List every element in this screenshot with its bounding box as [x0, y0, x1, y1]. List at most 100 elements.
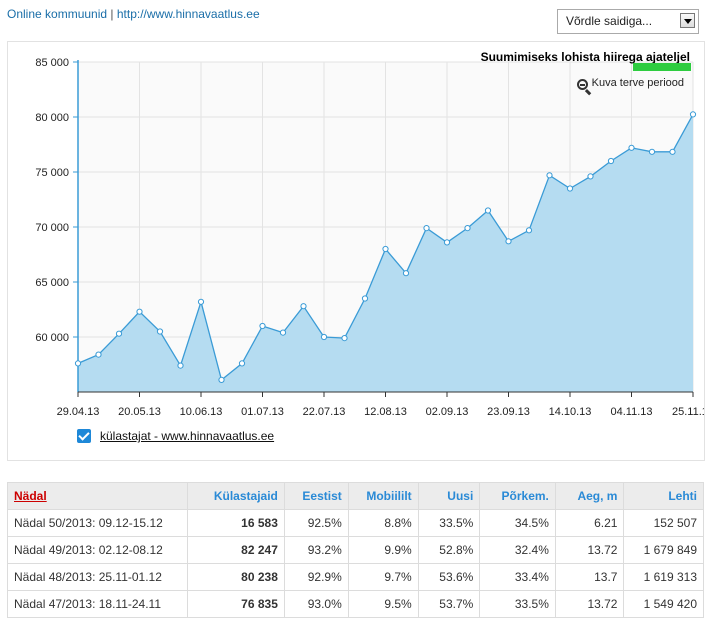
cell-visitors: 82 247: [186, 536, 285, 564]
cell-pages: 1 549 420: [623, 590, 704, 618]
cell-new: 33.5%: [417, 509, 481, 537]
checkbox-checked-icon[interactable]: [77, 429, 91, 443]
y-tick-label: 80 000: [35, 112, 69, 124]
x-tick-label: 14.10.13: [549, 406, 592, 418]
x-tick-label: 22.07.13: [303, 406, 346, 418]
y-tick-label: 65 000: [35, 277, 69, 289]
x-tick-label: 29.04.13: [57, 406, 100, 418]
cell-estonia: 93.2%: [283, 536, 349, 564]
col-estonia[interactable]: Eestist: [283, 482, 349, 510]
data-point: [259, 322, 266, 330]
table-row: Nädal 48/2013: 25.11-01.12 80 238 92.9% 9.7…: [7, 563, 704, 591]
zoom-hint: Suumimiseks lohista hiirega ajateljel: [480, 50, 690, 64]
cell-new: 53.6%: [417, 563, 481, 591]
x-tick-label: 04.11.13: [610, 406, 652, 418]
data-point: [689, 111, 697, 118]
data-point: [464, 225, 471, 232]
y-tick-label: 60 000: [35, 332, 69, 344]
cell-bounce: 33.4%: [479, 563, 556, 591]
cell-new: 52.8%: [417, 536, 481, 564]
y-tick-label: 85 000: [35, 57, 69, 69]
data-point: [423, 225, 430, 232]
data-point: [136, 308, 143, 315]
col-week[interactable]: Nädal: [7, 482, 188, 510]
col-time[interactable]: Aeg, m: [554, 482, 625, 510]
cell-week: Nädal 49/2013: 02.12-08.12: [7, 536, 188, 564]
table-row: Nädal 47/2013: 18.11-24.11 76 835 93.0% 9.5…: [7, 590, 704, 618]
cell-week: Nädal 47/2013: 18.11-24.11: [7, 590, 188, 618]
table-row: Nädal 50/2013: 09.12-15.12 16 583 92.5% 8.8…: [7, 509, 704, 537]
series-area: [78, 114, 693, 392]
chart-panel: 60 000 65 000 70 000 75 000 80 000 85 000 29.0…: [7, 41, 705, 461]
col-mobile[interactable]: Mobiililt: [347, 482, 419, 510]
cell-week: Nädal 50/2013: 09.12-15.12: [7, 509, 188, 537]
table-header-row: Nädal Külastajaid Eestist Mobiililt Uusi…: [7, 482, 704, 510]
cell-pages: 152 507: [623, 509, 704, 537]
data-point: [115, 330, 123, 337]
cell-visitors: 76 835: [186, 590, 285, 618]
data-point: [279, 329, 287, 336]
table-row: Nädal 49/2013: 02.12-08.12 82 247 93.2% 9.9…: [7, 536, 704, 564]
data-point: [628, 144, 635, 151]
legend-label: külastajat - www.hinnavaatlus.ee: [100, 429, 275, 443]
y-tick-label: 75 000: [35, 167, 69, 179]
weekly-stats-table: Nädal Külastajaid Eestist Mobiililt Uusi…: [7, 482, 704, 618]
data-point: [484, 207, 492, 214]
col-bounce[interactable]: Põrkem.: [479, 482, 556, 510]
y-tick-label: 70 000: [35, 222, 69, 234]
show-full-period-button[interactable]: Kuva terve periood: [576, 77, 684, 90]
compare-site-select[interactable]: Võrdle saidiga...: [557, 9, 699, 34]
cell-pages: 1 619 313: [623, 563, 704, 591]
data-point: [546, 172, 553, 179]
data-point: [669, 148, 676, 155]
x-tick-label: 20.05.13: [118, 406, 161, 418]
col-visitors[interactable]: Külastajaid: [186, 482, 285, 510]
data-point: [95, 351, 102, 358]
chevron-down-icon[interactable]: [680, 13, 695, 28]
cell-estonia: 92.5%: [283, 509, 349, 537]
cell-mobile: 9.7%: [347, 563, 419, 591]
data-point: [156, 328, 164, 335]
cell-mobile: 8.8%: [347, 509, 419, 537]
site-link[interactable]: http://www.hinnavaatlus.ee: [116, 7, 260, 21]
chart-legend-item[interactable]: külastajat - www.hinnavaatlus.ee: [77, 429, 274, 443]
data-point: [341, 335, 348, 342]
data-point: [361, 295, 369, 302]
cell-time: 13.72: [554, 590, 625, 618]
cell-mobile: 9.9%: [347, 536, 419, 564]
data-point: [607, 157, 615, 165]
visitors-area-chart[interactable]: 60 000 65 000 70 000 75 000 80 000 85 000 29.0…: [8, 42, 704, 460]
data-point: [587, 173, 594, 180]
cell-time: 13.72: [554, 536, 625, 564]
data-point: [566, 185, 574, 192]
data-point: [525, 227, 533, 234]
data-point: [177, 362, 184, 369]
data-point: [300, 303, 307, 310]
data-point: [443, 239, 451, 246]
cell-new: 53.7%: [417, 590, 481, 618]
x-tick-label: 10.06.13: [180, 406, 223, 418]
col-pages[interactable]: Lehti: [623, 482, 704, 510]
cell-pages: 1 679 849: [623, 536, 704, 564]
community-link[interactable]: Online kommuunid: [7, 7, 108, 21]
cell-time: 6.21: [554, 509, 625, 537]
cell-estonia: 93.0%: [283, 590, 349, 618]
data-point: [402, 270, 410, 277]
zoom-out-icon: [576, 79, 588, 90]
cell-bounce: 33.5%: [479, 590, 556, 618]
compare-site-label: Võrdle saidiga...: [566, 14, 653, 28]
cell-visitors: 80 238: [186, 563, 285, 591]
data-point: [505, 238, 512, 245]
col-new[interactable]: Uusi: [417, 482, 481, 510]
x-tick-label: 01.07.13: [241, 406, 284, 418]
cell-bounce: 32.4%: [479, 536, 556, 564]
cell-bounce: 34.5%: [479, 509, 556, 537]
x-tick-label: 02.09.13: [426, 406, 469, 418]
x-tick-label: 12.08.13: [364, 406, 407, 418]
zoom-range-indicator[interactable]: [633, 63, 691, 71]
cell-mobile: 9.5%: [347, 590, 419, 618]
data-point: [648, 148, 656, 155]
x-tick-label: 25.11.13: [672, 406, 704, 418]
data-point: [74, 360, 82, 367]
top-links: Online kommuunid | http://www.hinnavaatl…: [7, 7, 260, 21]
